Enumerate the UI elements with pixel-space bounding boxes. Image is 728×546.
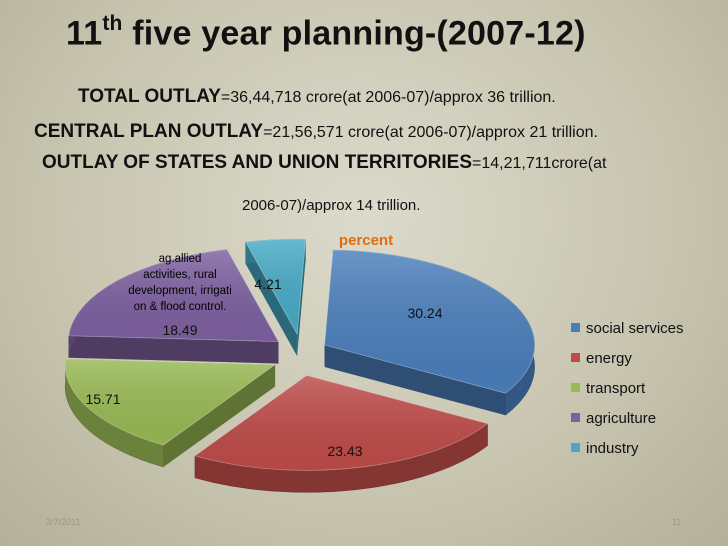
chart-title: percent [339, 232, 393, 249]
annotation-line-3: development, irrigati [128, 285, 232, 297]
data-label-energy: 23.43 [327, 443, 362, 459]
annotation-line-4: on & flood control. [134, 301, 227, 313]
legend-swatch-agriculture [571, 413, 580, 422]
legend-label-industry: industry [586, 440, 639, 457]
legend-label-social-services: social services [586, 320, 684, 337]
footer-page-number: 11 [672, 517, 682, 527]
pie-slice-industry [245, 238, 306, 357]
states-outlay-line: OUTLAY OF STATES AND UNION TERRITORIES=1… [42, 152, 607, 173]
data-label-social-services: 30.24 [407, 305, 442, 321]
footer-date: 3/7/2011 [46, 517, 81, 527]
pie-slice-social-services [324, 249, 535, 416]
legend-swatch-industry [571, 443, 580, 452]
pie-slice-transport [64, 358, 277, 468]
annotation-line-2: activities, rural [143, 269, 217, 281]
data-label-agriculture: 18.49 [162, 322, 197, 338]
annotation-line-1: ag.allied [159, 253, 202, 265]
slide-title: 11th five year planning-(2007-12) [66, 12, 586, 53]
legend-swatch-energy [571, 353, 580, 362]
total-outlay-line: TOTAL OUTLAY=36,44,718 crore(at 2006-07)… [78, 86, 556, 107]
pie-slice-energy [194, 374, 489, 493]
legend-label-transport: transport [586, 380, 646, 397]
data-label-industry: 4.21 [254, 276, 281, 292]
legend-label-energy: energy [586, 350, 632, 367]
data-label-transport: 15.71 [85, 391, 120, 407]
legend-swatch-transport [571, 383, 580, 392]
legend-label-agriculture: agriculture [586, 410, 656, 427]
states-outlay-line-continued: 2006-07)/approx 14 trillion. [242, 197, 421, 214]
pie-slice-agriculture [68, 249, 280, 364]
agriculture-annotation: ag.allied activities, rural development,… [128, 253, 232, 313]
central-plan-outlay-line: CENTRAL PLAN OUTLAY=21,56,571 crore(at 2… [34, 121, 598, 142]
legend-swatch-social-services [571, 323, 580, 332]
